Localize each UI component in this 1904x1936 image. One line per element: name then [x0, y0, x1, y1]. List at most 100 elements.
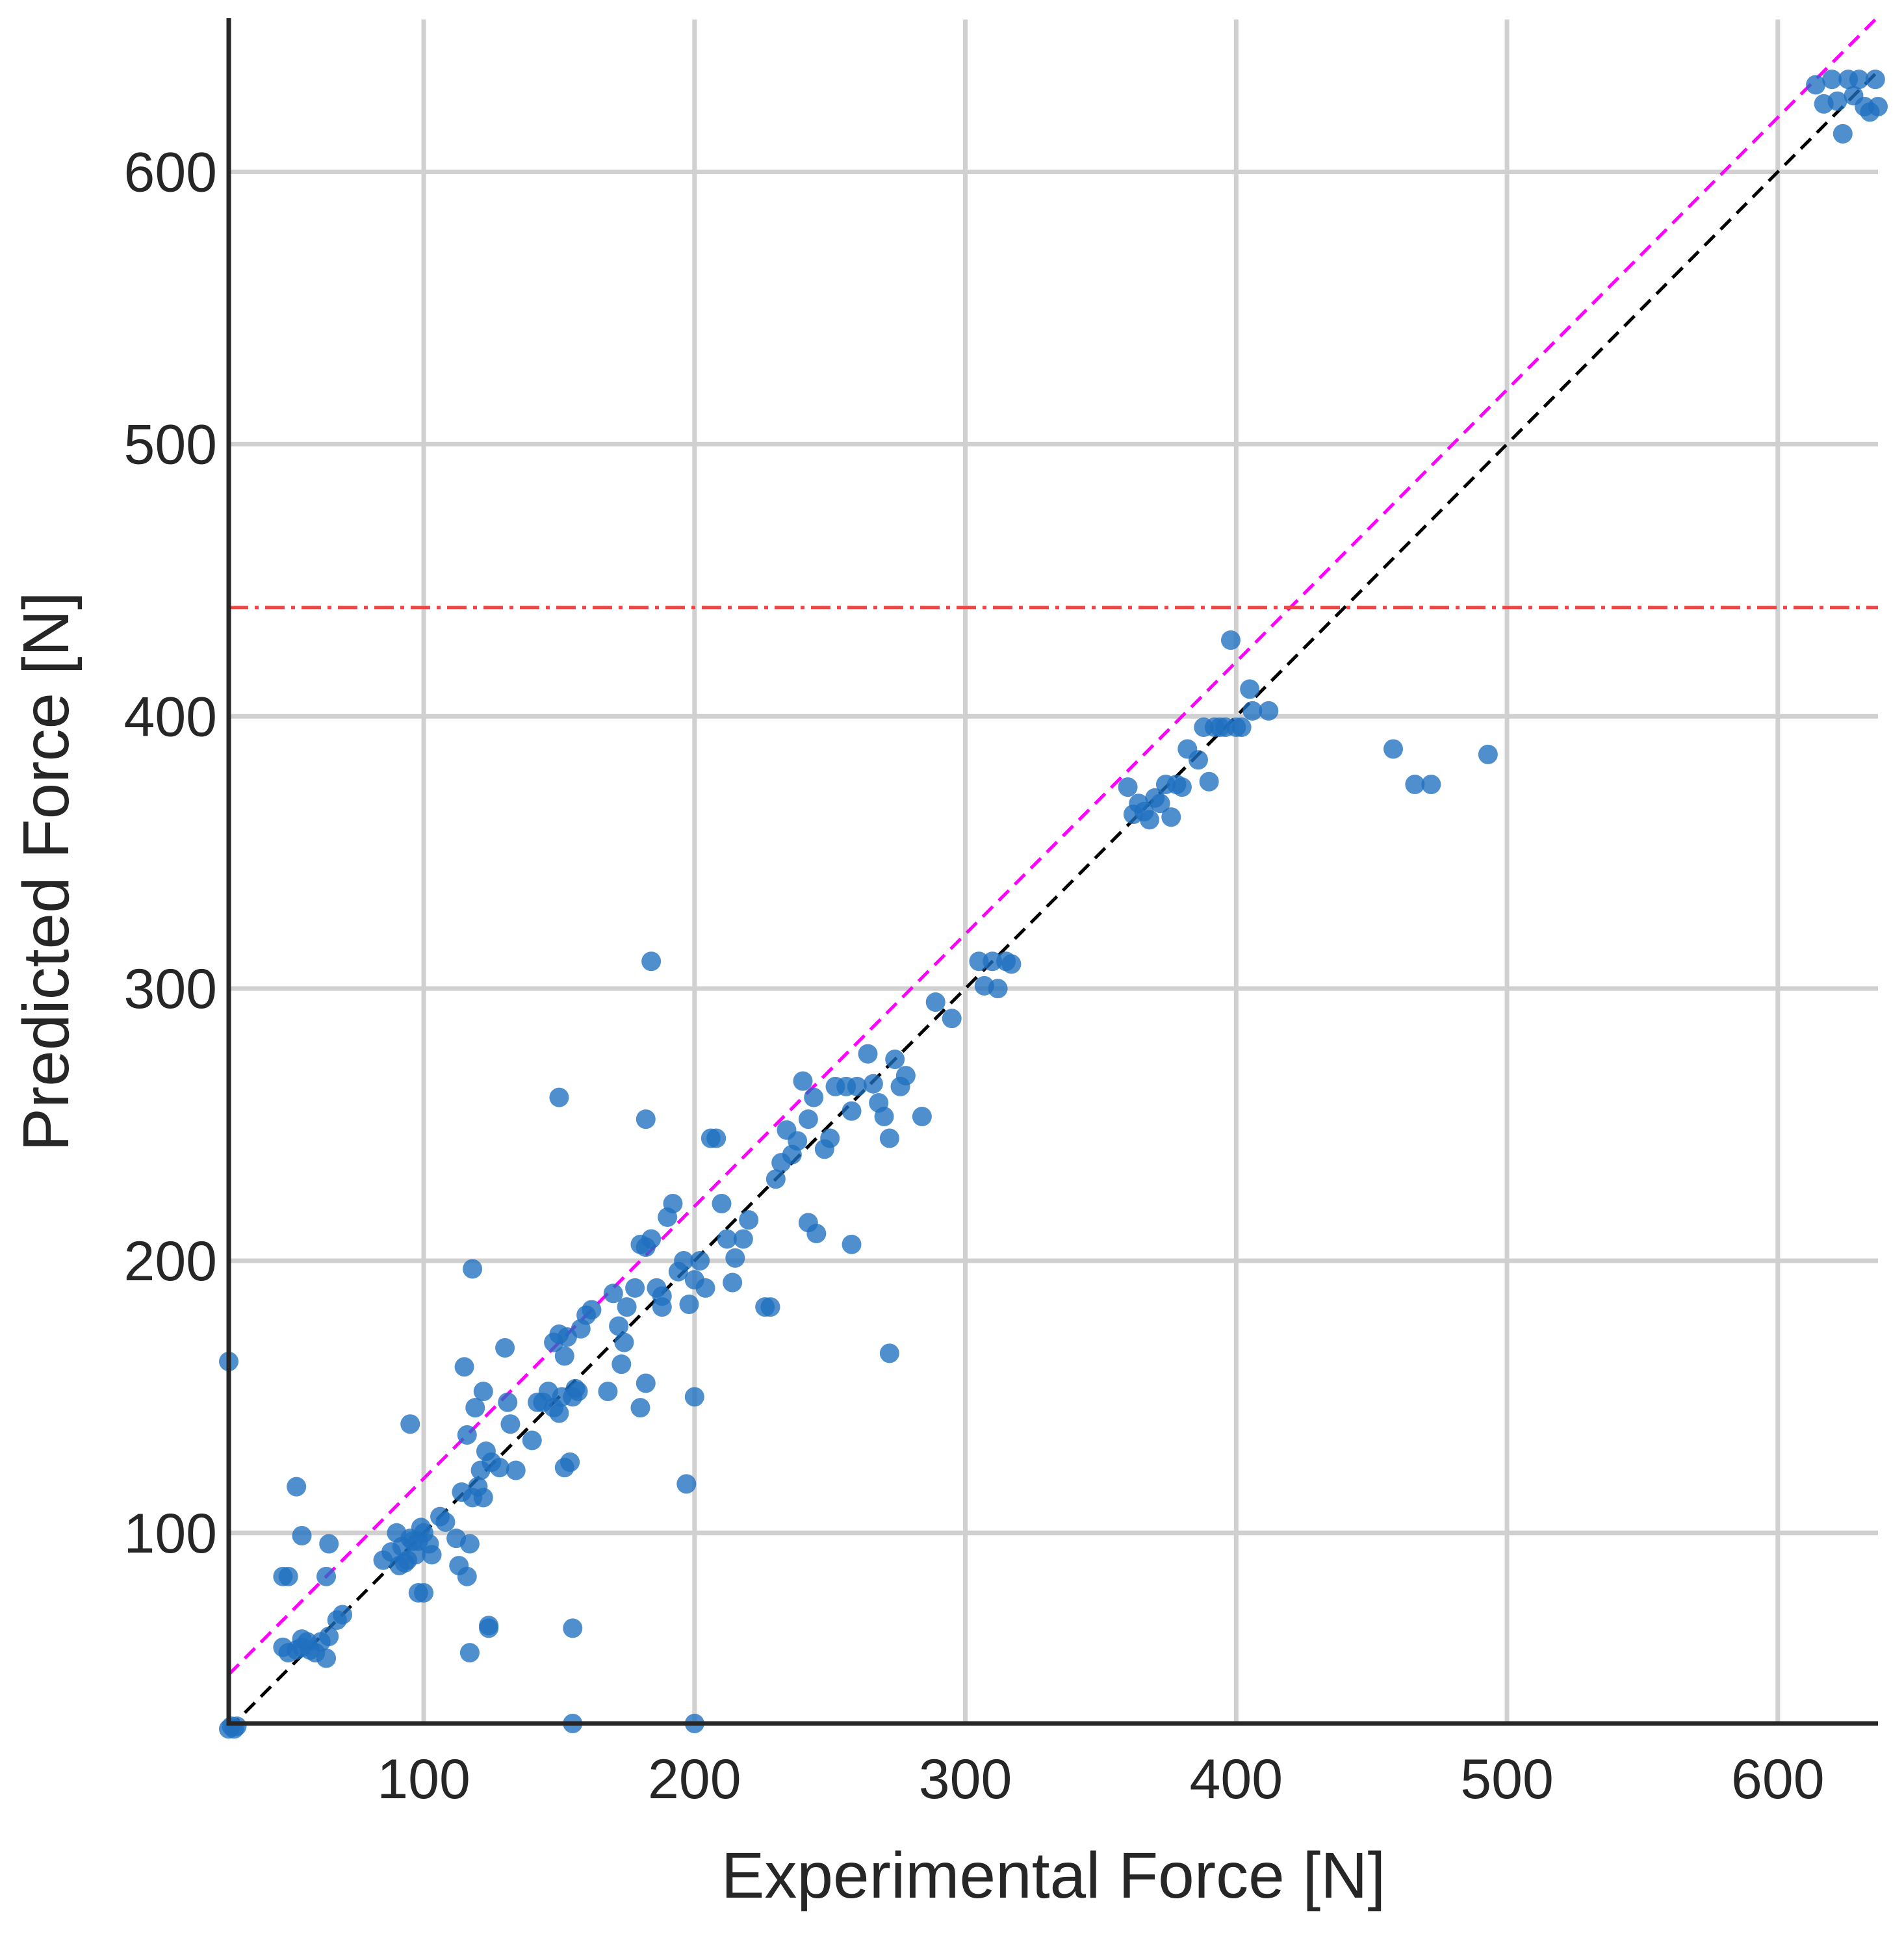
data-point [598, 1382, 618, 1402]
data-point [1199, 771, 1219, 792]
data-point [739, 1210, 759, 1230]
data-point [398, 1550, 418, 1570]
data-point [479, 1616, 499, 1636]
data-point [1827, 91, 1847, 111]
y-tick-label: 600 [124, 142, 218, 204]
data-point [452, 1482, 472, 1502]
data-point [495, 1337, 515, 1358]
data-point [641, 1229, 662, 1249]
data-point [400, 1414, 420, 1434]
data-point [422, 1545, 442, 1565]
data-point [1161, 807, 1181, 827]
data-point [842, 1101, 862, 1121]
data-point [641, 951, 662, 972]
data-point [1421, 774, 1441, 794]
axes [226, 18, 1878, 1726]
data-point [617, 1297, 637, 1317]
data-point [879, 1128, 899, 1148]
x-axis-label: Experimental Force [N] [721, 1839, 1386, 1912]
data-point [1383, 739, 1404, 759]
data-point [459, 1534, 480, 1554]
data-point [925, 992, 946, 1013]
data-point [560, 1452, 580, 1472]
data-point [457, 1566, 477, 1586]
data-point [760, 1297, 780, 1317]
data-point [663, 1193, 683, 1213]
data-point [858, 1044, 878, 1064]
data-point [695, 1278, 715, 1298]
data-point [316, 1566, 337, 1586]
data-point [1478, 744, 1498, 764]
data-point [712, 1193, 732, 1213]
data-point [1259, 701, 1279, 721]
data-point [679, 1294, 699, 1314]
data-point [942, 1009, 962, 1029]
data-point [435, 1512, 456, 1532]
data-point [793, 1071, 813, 1091]
data-point [1833, 123, 1853, 144]
data-point [879, 1343, 899, 1363]
data-point [568, 1382, 588, 1402]
data-point [988, 979, 1008, 999]
data-point [798, 1109, 818, 1129]
data-point [874, 1106, 894, 1126]
data-point [723, 1272, 743, 1293]
data-point [465, 1398, 485, 1418]
data-point [333, 1605, 353, 1625]
y-axis-label: Predicted Force [N] [10, 591, 83, 1151]
y-tick-label: 100 [124, 1503, 218, 1565]
y-tick-label: 500 [124, 413, 218, 476]
data-point [725, 1248, 745, 1268]
data-point [287, 1477, 307, 1497]
data-point [609, 1316, 629, 1336]
data-point [278, 1566, 298, 1586]
data-point [1405, 774, 1425, 794]
data-point [625, 1278, 645, 1298]
data-point [1806, 75, 1826, 95]
data-point [1188, 750, 1208, 770]
data-point [804, 1087, 824, 1107]
data-point [674, 1250, 694, 1271]
data-point [506, 1460, 526, 1480]
data-point [500, 1414, 521, 1434]
x-tick-label: 300 [919, 1748, 1012, 1811]
y-tick-label: 200 [124, 1230, 218, 1293]
data-point [292, 1525, 312, 1545]
identity-reference-line [229, 70, 1879, 1730]
data-point [582, 1300, 602, 1320]
data-point [1822, 70, 1842, 90]
data-point [912, 1106, 932, 1126]
data-point [1150, 794, 1170, 814]
data-point [842, 1234, 862, 1254]
data-point [1231, 717, 1252, 738]
data-point [473, 1382, 493, 1402]
tick-labels: 100 200 300 400 500 600 100 200 300 400 500 600 [124, 142, 1825, 1811]
data-point [788, 1131, 808, 1151]
offset-reference-line [229, 16, 1879, 1676]
data-point [300, 1640, 320, 1660]
data-point [1220, 630, 1241, 650]
data-point [463, 1259, 483, 1279]
data-point [636, 1373, 656, 1393]
data-point [411, 1517, 431, 1538]
data-point [969, 951, 989, 972]
data-point [554, 1346, 574, 1366]
x-tick-label: 100 [377, 1748, 470, 1811]
data-points [219, 70, 1888, 1739]
data-point [1240, 679, 1260, 699]
data-point [820, 1128, 840, 1148]
y-tick-label: 400 [124, 686, 218, 748]
data-point [459, 1643, 480, 1663]
data-point [1139, 810, 1159, 830]
grid-lines [229, 19, 1878, 1723]
data-point [806, 1224, 827, 1244]
data-point [603, 1284, 623, 1304]
x-tick-label: 600 [1731, 1748, 1825, 1811]
data-point [1242, 701, 1263, 721]
data-point [765, 1169, 786, 1189]
data-point [1868, 97, 1888, 117]
data-point [983, 951, 1003, 972]
data-point [563, 1618, 583, 1638]
data-point [611, 1354, 632, 1375]
